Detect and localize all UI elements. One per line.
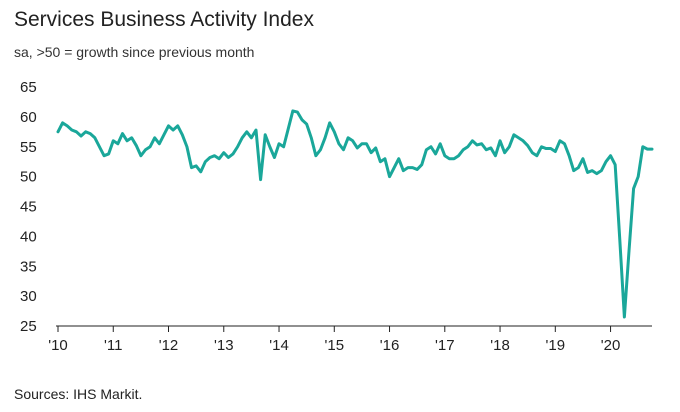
y-tick-label: 40 — [20, 228, 37, 245]
x-tick-label: '10 — [48, 337, 68, 354]
y-tick-label: 65 — [20, 79, 37, 96]
y-tick-label: 55 — [20, 139, 37, 156]
chart-title: Services Business Activity Index — [14, 8, 314, 31]
x-axis: '10 '11 '12 '13 '14 '15 '16 '17 '18 '19 '20 — [48, 325, 652, 354]
y-tick-label: 35 — [20, 258, 37, 275]
x-tick-label: '13 — [214, 337, 234, 354]
x-tick-label: '18 — [490, 337, 510, 354]
x-tick-label: '12 — [159, 337, 179, 354]
y-tick-label: 60 — [20, 109, 37, 126]
x-tick-label: '20 — [601, 337, 621, 354]
plot-area — [56, 109, 654, 319]
y-axis: 25 30 35 40 45 50 55 60 65 — [20, 79, 37, 335]
x-tick-label: '15 — [324, 337, 344, 354]
y-tick-label: 30 — [20, 288, 37, 305]
y-tick-label: 45 — [20, 199, 37, 216]
x-tick-label: '11 — [104, 337, 122, 354]
x-tick-label: '17 — [435, 337, 455, 354]
source-note: Sources: IHS Markit. — [14, 386, 143, 402]
chart-subtitle: sa, >50 = growth since previous month — [14, 44, 255, 60]
x-tick-label: '14 — [269, 337, 289, 354]
series-line — [56, 109, 654, 319]
y-tick-label: 25 — [20, 318, 37, 335]
x-tick-label: '16 — [380, 337, 400, 354]
y-tick-label: 50 — [20, 169, 37, 186]
x-tick-label: '19 — [546, 337, 566, 354]
